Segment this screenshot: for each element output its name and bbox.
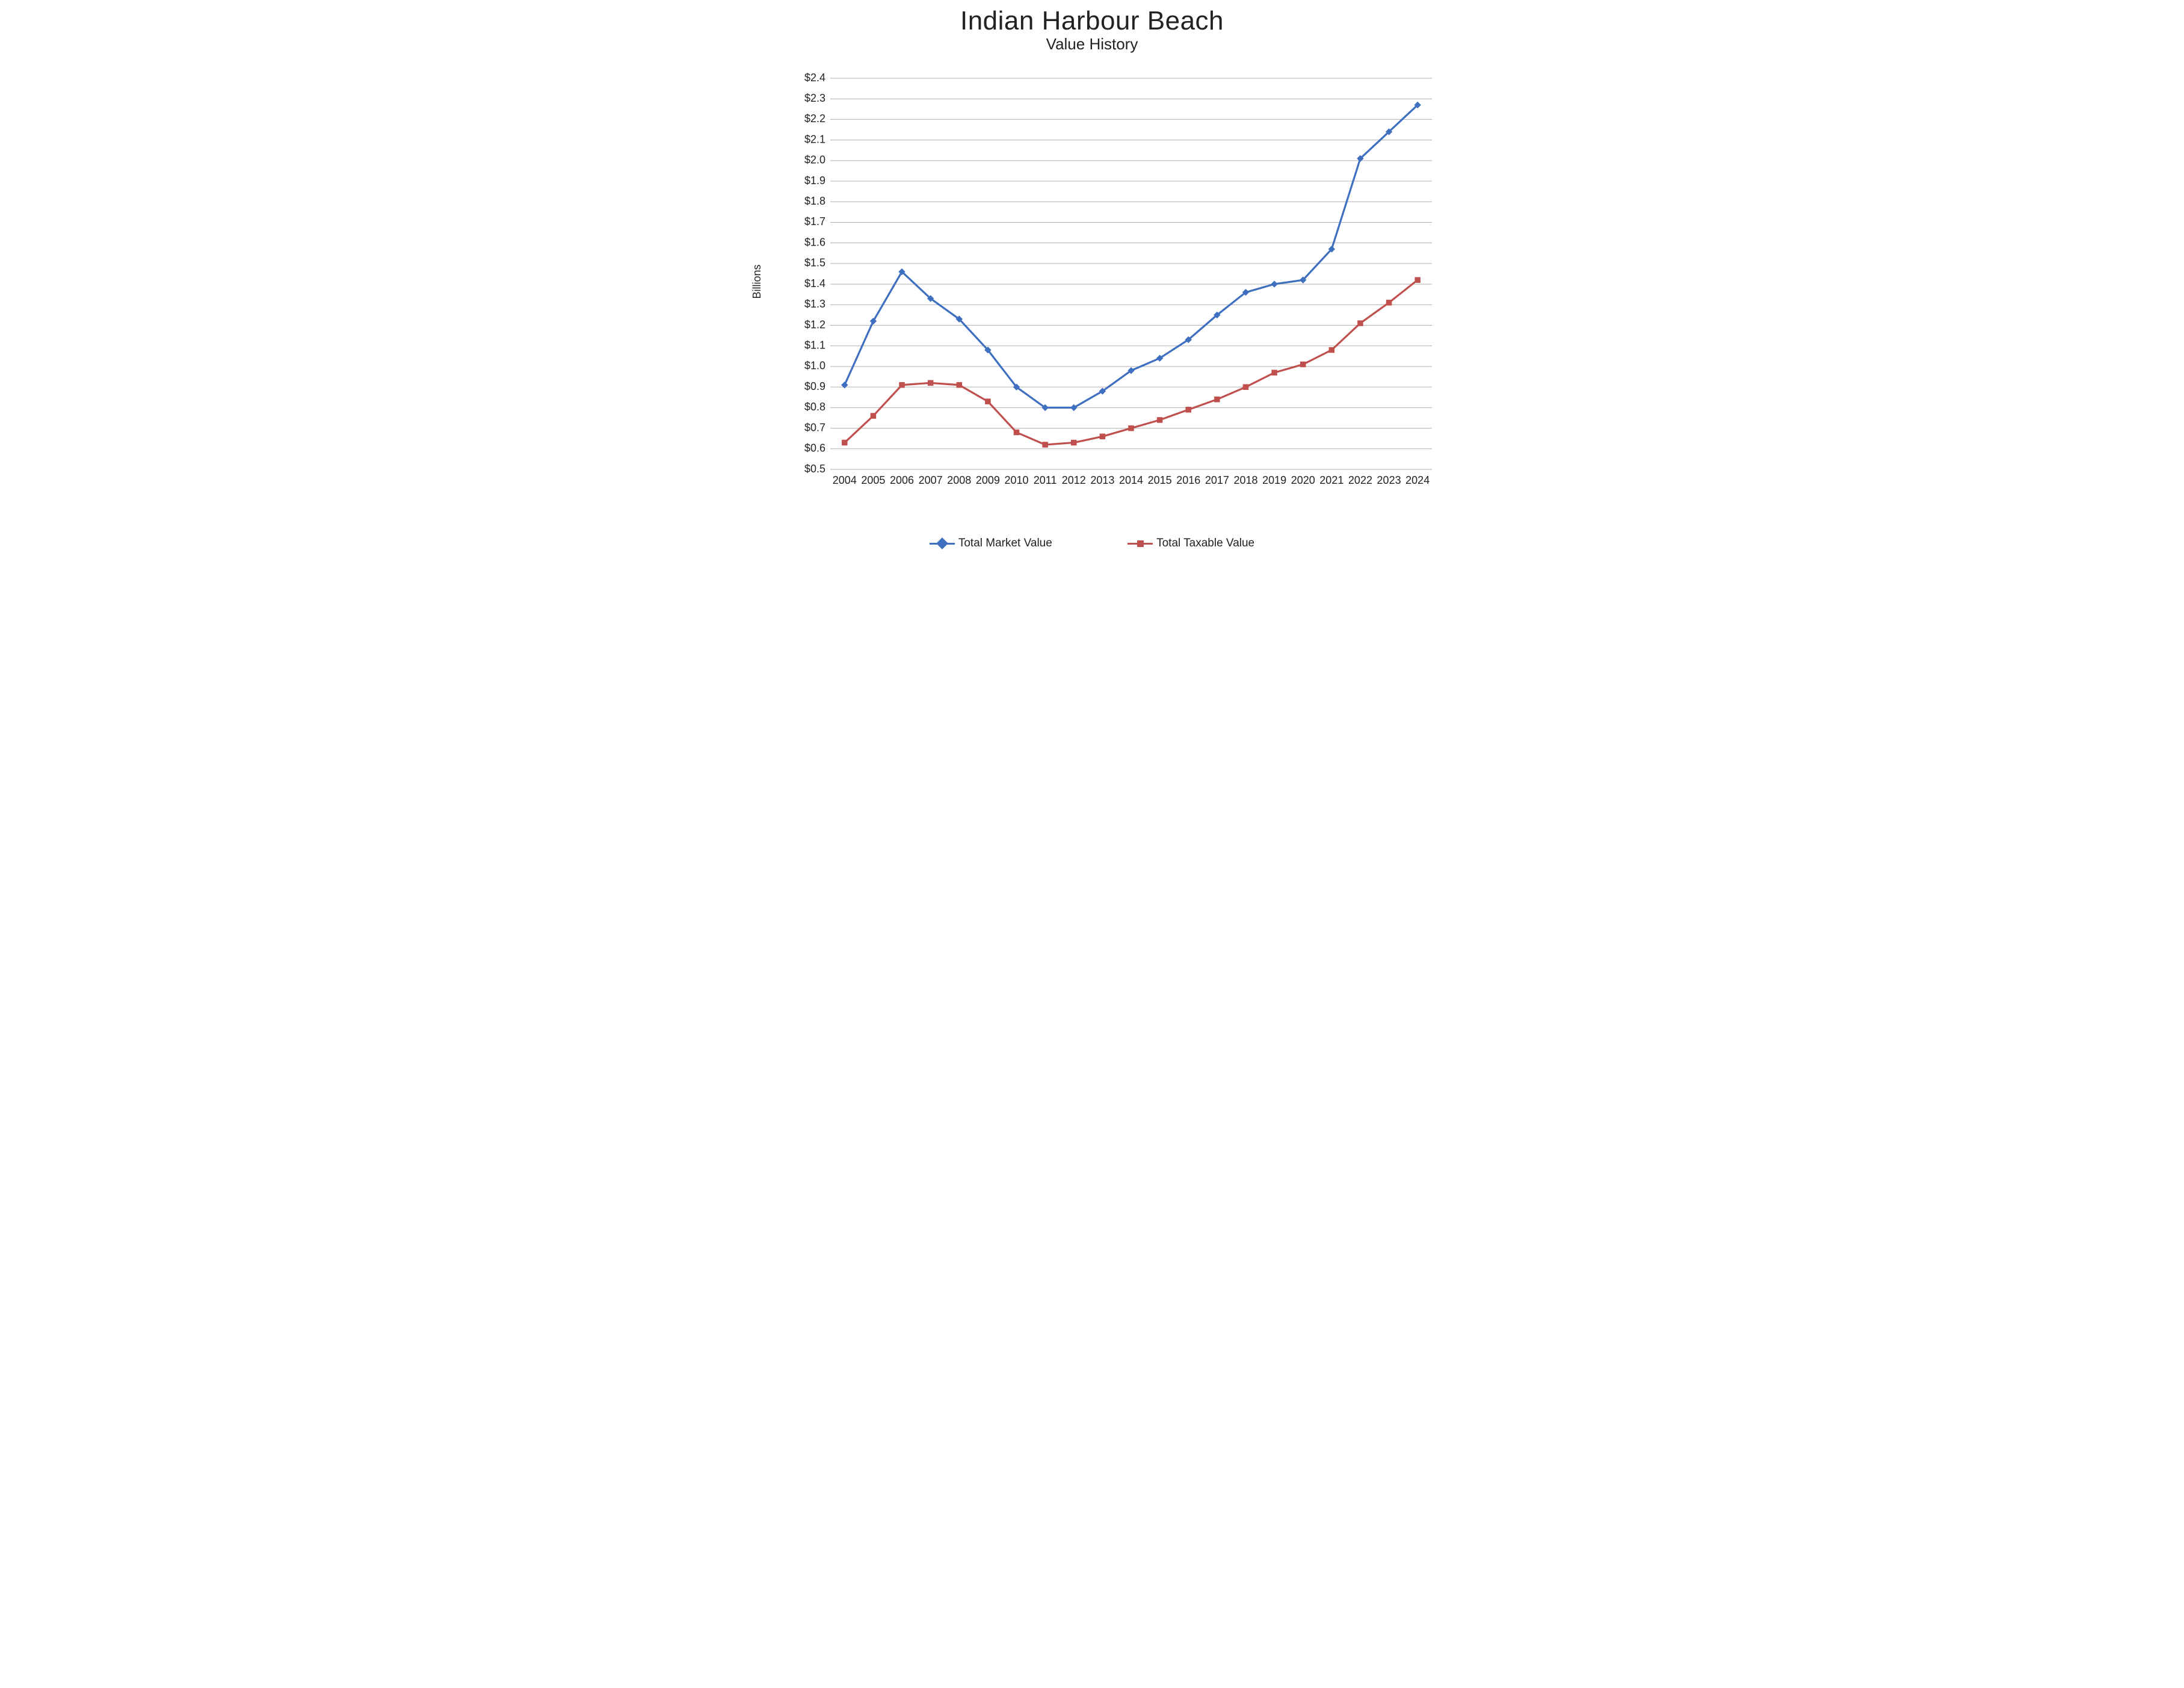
x-tick-label: 2020 (1291, 474, 1315, 486)
diamond-icon (936, 537, 948, 549)
title-block: Indian Harbour Beach Value History (728, 6, 1456, 54)
legend-label-market: Total Market Value (958, 537, 1052, 550)
y-tick-label: $2.0 (804, 154, 825, 166)
y-tick-label: $1.1 (804, 339, 825, 351)
x-tick-label: 2021 (1319, 474, 1343, 486)
x-tick-label: 2006 (890, 474, 914, 486)
x-tick-label: 2019 (1262, 474, 1286, 486)
y-axis-label: Billions (751, 264, 763, 298)
data-point-square-icon (1272, 370, 1277, 376)
y-tick-label: $0.7 (804, 421, 825, 433)
plot-area: $0.5 $0.6 $0.7 $0.8 $0.9 $1.0 $1.1 $1.2 $1.3 $1.4… (794, 72, 1438, 493)
y-tick-label: $2.3 (804, 92, 825, 104)
data-point-square-icon (1043, 442, 1048, 448)
data-point-square-icon (1243, 385, 1248, 390)
x-tick-label: 2017 (1205, 474, 1229, 486)
data-point-square-icon (1100, 434, 1105, 439)
y-tick-label: $1.5 (804, 257, 825, 269)
x-tick-label: 2016 (1176, 474, 1200, 486)
chart-subtitle: Value History (728, 35, 1456, 54)
data-point-square-icon (1157, 418, 1162, 423)
data-point-square-icon (1129, 425, 1134, 431)
series-line (845, 105, 1417, 407)
x-tick-label: 2004 (833, 474, 857, 486)
x-tick-label: 2010 (1005, 474, 1029, 486)
y-tick-label: $0.6 (804, 442, 825, 454)
y-tick-label: $1.8 (804, 195, 825, 207)
x-tick-label: 2012 (1062, 474, 1086, 486)
data-point-square-icon (871, 413, 876, 419)
square-icon (1137, 540, 1144, 547)
x-tick-label: 2023 (1377, 474, 1401, 486)
data-point-square-icon (1358, 321, 1363, 326)
x-tick-label: 2009 (976, 474, 1000, 486)
y-tick-label: $0.5 (804, 463, 825, 475)
legend-label-taxable: Total Taxable Value (1156, 537, 1254, 550)
x-tick-label: 2014 (1119, 474, 1143, 486)
legend-marker-taxable (1127, 539, 1153, 548)
data-point-square-icon (1415, 277, 1421, 283)
x-tick-label: 2018 (1233, 474, 1257, 486)
legend-item-market: Total Market Value (930, 537, 1052, 550)
data-point-square-icon (1215, 397, 1220, 402)
x-tick-label: 2022 (1348, 474, 1372, 486)
y-tick-label: $0.8 (804, 401, 825, 413)
x-tick-label: 2015 (1148, 474, 1172, 486)
x-tick-label: 2007 (919, 474, 943, 486)
data-point-square-icon (1072, 440, 1077, 445)
data-point-square-icon (1386, 300, 1392, 306)
x-tick-label: 2011 (1034, 474, 1057, 486)
data-point-square-icon (1300, 362, 1306, 367)
data-point-square-icon (928, 380, 933, 386)
x-tick-label: 2005 (861, 474, 885, 486)
x-tick-label: 2024 (1405, 474, 1430, 486)
chart-svg: $0.5 $0.6 $0.7 $0.8 $0.9 $1.0 $1.1 $1.2 $1.3 $1.4… (794, 72, 1438, 493)
y-tick-label: $1.4 (804, 277, 825, 289)
legend: Total Market Value Total Taxable Value (728, 537, 1456, 552)
y-tick-label: $1.0 (804, 360, 825, 372)
y-tick-label: $1.7 (804, 215, 825, 227)
y-tick-label: $1.2 (804, 318, 825, 330)
chart-page: Indian Harbour Beach Value History Billi… (728, 0, 1456, 563)
data-point-square-icon (1329, 347, 1334, 353)
y-tick-label: $0.9 (804, 380, 825, 392)
data-point-diamond-icon (1271, 281, 1277, 287)
y-tick-label: $2.1 (804, 133, 825, 145)
y-tick-label: $2.2 (804, 113, 825, 125)
x-tick-label: 2013 (1090, 474, 1114, 486)
x-tick-label: 2008 (947, 474, 971, 486)
y-tick-label: $2.4 (804, 72, 825, 84)
y-tick-label: $1.9 (804, 175, 825, 187)
chart-title: Indian Harbour Beach (728, 6, 1456, 36)
legend-item-taxable: Total Taxable Value (1127, 537, 1254, 550)
legend-marker-market (930, 539, 955, 548)
data-point-square-icon (957, 382, 962, 388)
data-point-square-icon (1186, 407, 1191, 413)
y-tick-label: $1.6 (804, 236, 825, 248)
data-point-square-icon (1014, 430, 1019, 435)
data-point-square-icon (842, 440, 848, 445)
data-point-square-icon (899, 382, 905, 388)
y-tick-label: $1.3 (804, 298, 825, 310)
data-point-square-icon (986, 399, 991, 404)
